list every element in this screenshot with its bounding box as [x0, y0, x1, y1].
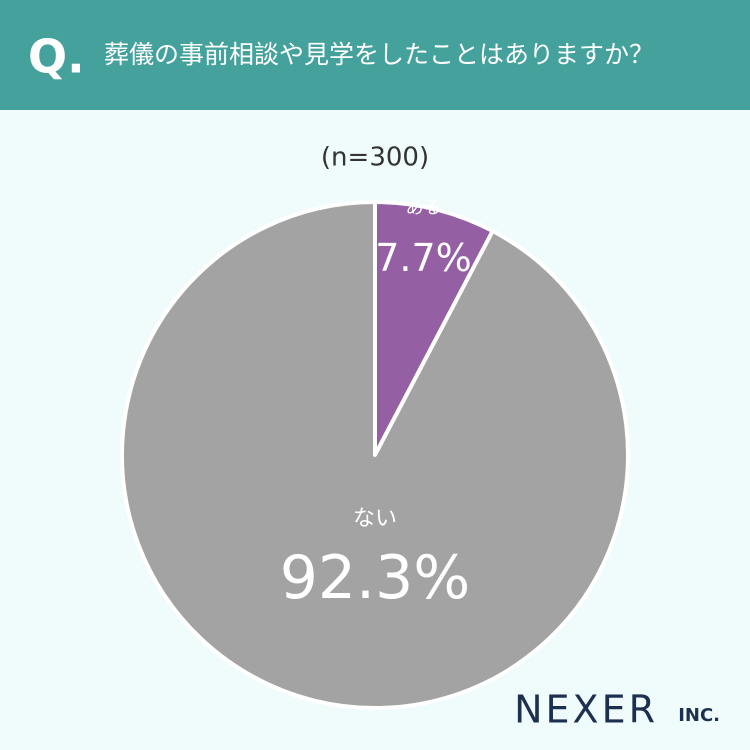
slice-value-label: 92.3%	[280, 543, 471, 613]
pie: ある 7.7% ない 92.3%	[120, 197, 630, 710]
chart-title: 葬儀の事前相談や見学をしたことはありますか？	[104, 40, 654, 69]
slice-value-label: 7.7%	[375, 236, 472, 280]
question-marker: Q.	[28, 30, 85, 84]
header-band	[0, 0, 750, 110]
pie-slice	[120, 200, 630, 710]
pie-slice	[373, 200, 495, 457]
brand-suffix: INC.	[678, 705, 720, 726]
slice-category-label: ない	[353, 506, 397, 531]
slice-category-label: ある	[405, 197, 441, 218]
brand: NEXER	[514, 688, 658, 732]
subtitle: (n=300)	[321, 143, 429, 173]
